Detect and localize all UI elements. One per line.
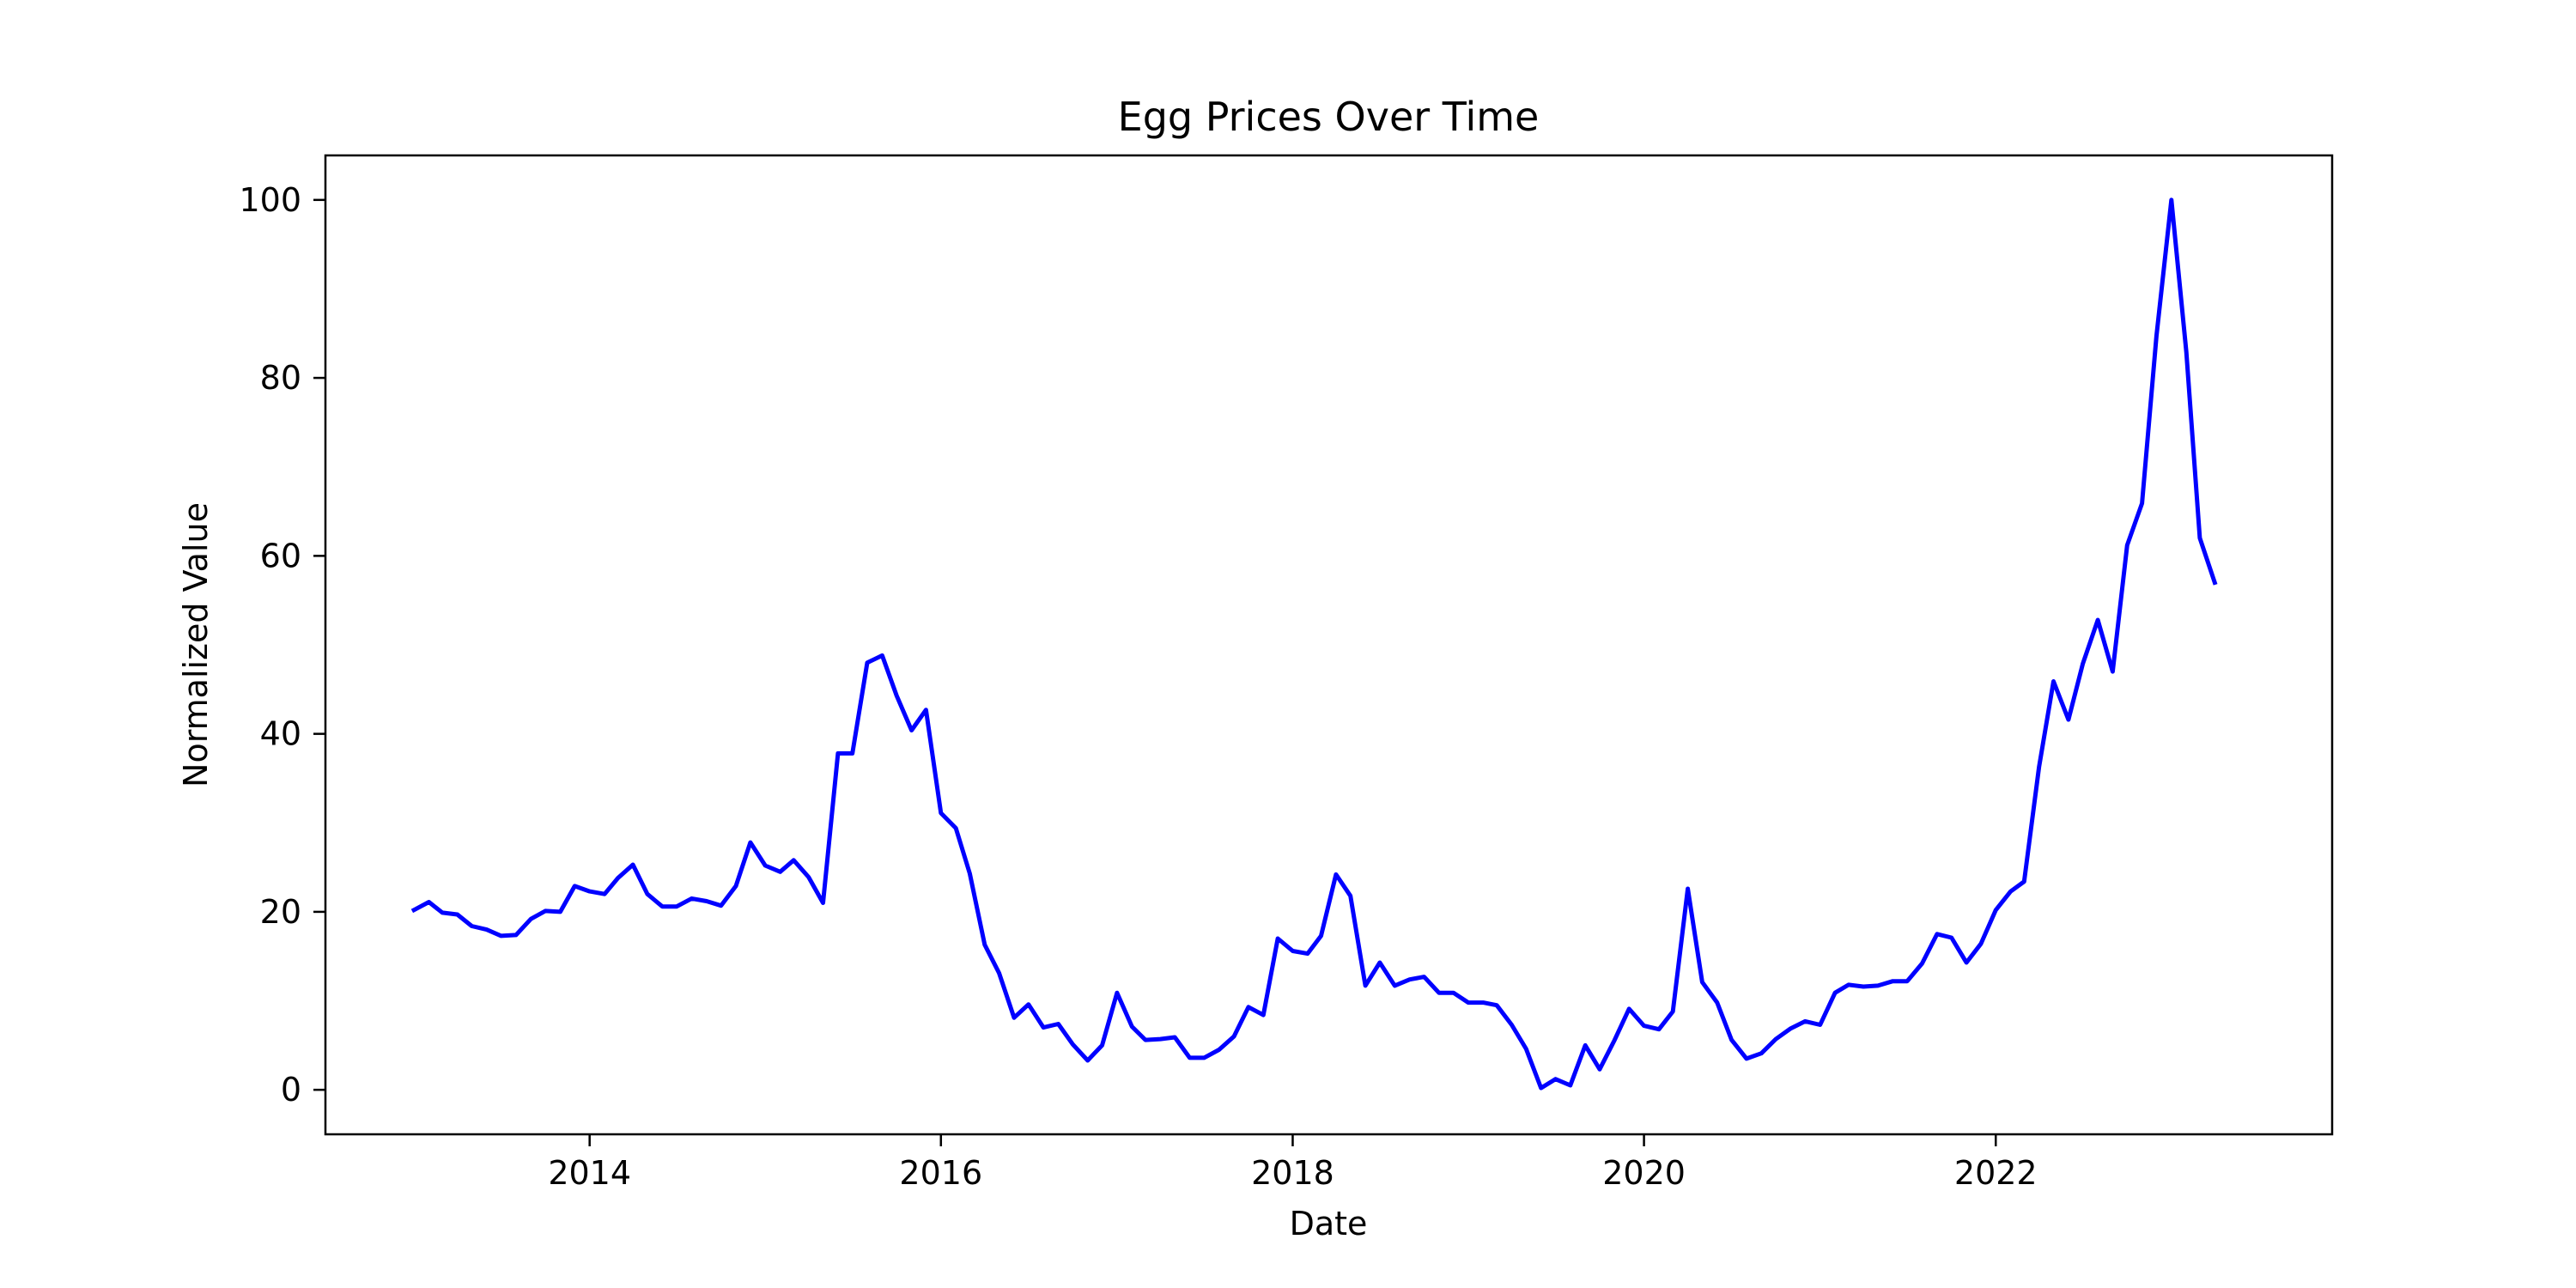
plot-frame [324, 154, 2334, 1136]
x-tick-label: 2020 [1602, 1154, 1686, 1192]
plot-area [410, 197, 2218, 1091]
y-axis: 0 20 40 60 80 100 [239, 181, 325, 1109]
x-tick-label: 2018 [1251, 1154, 1334, 1192]
series-line [410, 197, 2218, 1091]
y-tick-label: 60 [260, 537, 301, 574]
x-axis: 2014 2016 2018 2020 2022 [548, 1134, 2038, 1192]
x-tick-label: 2016 [899, 1154, 982, 1192]
y-tick-label: 20 [260, 893, 301, 931]
y-axis-title: Normalized Value [177, 502, 215, 787]
x-tick-label: 2022 [1954, 1154, 2038, 1192]
y-tick-label: 100 [239, 181, 301, 219]
chart-title: Egg Prices Over Time [1118, 94, 1540, 140]
y-tick-label: 80 [260, 359, 301, 397]
x-tick-label: 2014 [548, 1154, 631, 1192]
y-tick-label: 40 [260, 715, 301, 753]
x-axis-title: Date [1290, 1205, 1368, 1242]
y-tick-label: 0 [281, 1071, 301, 1109]
